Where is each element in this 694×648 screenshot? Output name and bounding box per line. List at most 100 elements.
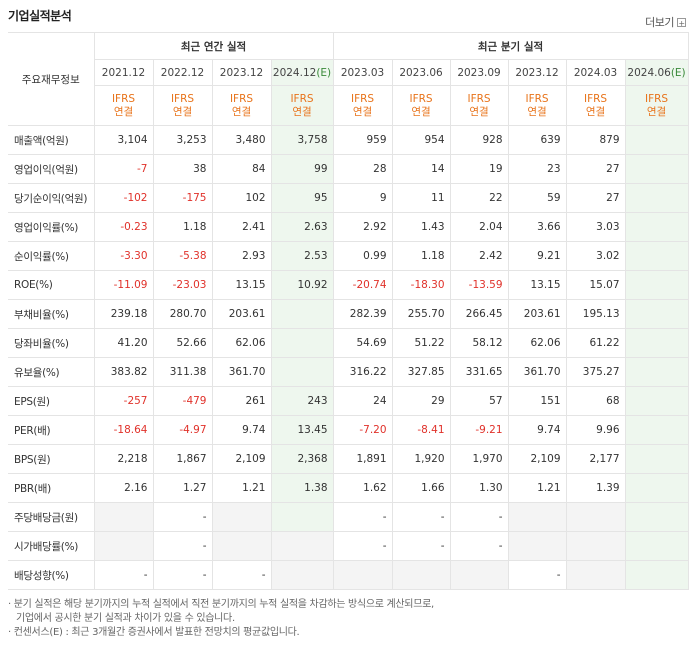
table-row: ROE(%) -11.09 -23.03 13.15 10.92 -20.74 -18.30… — [8, 270, 689, 300]
annual-value: -102 — [93, 183, 154, 213]
quarter-value: 195.13 — [565, 299, 626, 329]
annual-value: 1.21 — [211, 473, 272, 503]
footnotes: · 분기 실적은 해당 분기까지의 누적 실적에서 직전 분기까지의 누적 실적… — [8, 598, 688, 640]
accounting-basis: IFRS 연결 — [211, 85, 272, 126]
footnote-1: · 분기 실적은 해당 분기까지의 누적 실적에서 직전 분기까지의 누적 실적… — [8, 599, 434, 610]
quarter-value: 61.22 — [565, 328, 626, 358]
accounting-basis: IFRS 연결 — [270, 85, 334, 126]
table-row: EPS(원) -257 -479 261 243 24 29 57 151 68 — [8, 386, 689, 416]
annual-value: -5.38 — [152, 241, 213, 271]
quarter-value: -9.21 — [449, 415, 509, 445]
annual-period-header: 2021.12 — [93, 59, 154, 86]
table-row: 부채비율(%) 239.18 280.70 203.61 282.39 255.70 266… — [8, 299, 689, 329]
quarter-value — [624, 270, 689, 300]
annual-value: - — [93, 560, 154, 590]
annual-value: 2.63 — [270, 212, 334, 242]
table-row: 영업이익률(%) -0.23 1.18 2.41 2.63 2.92 1.43 2.04 3.6… — [8, 212, 689, 242]
row-label: 당기순이익(억원) — [8, 183, 95, 213]
row-label: EPS(원) — [8, 386, 95, 416]
quarter-value: 24 — [332, 386, 393, 416]
quarter-value: 1,891 — [332, 444, 393, 474]
quarter-value: 0.99 — [332, 241, 393, 271]
quarter-value — [624, 444, 689, 474]
accounting-basis: IFRS 연결 — [565, 85, 626, 126]
quarter-value: 13.15 — [507, 270, 567, 300]
table-row: 순이익률(%) -3.30 -5.38 2.93 2.53 0.99 1.18 2.42 9.2… — [8, 241, 689, 271]
annual-value: -479 — [152, 386, 213, 416]
annual-value: - — [152, 531, 213, 561]
annual-period-header: 2023.12 — [211, 59, 272, 86]
quarter-value: - — [332, 502, 393, 532]
row-label: 매출액(억원) — [8, 125, 95, 155]
row-label: 시가배당률(%) — [8, 531, 95, 561]
quarter-value: 879 — [565, 125, 626, 155]
table-row: BPS(원) 2,218 1,867 2,109 2,368 1,891 1,920 1,97… — [8, 444, 689, 474]
financial-table: 주요재무정보 최근 연간 실적 최근 분기 실적 2021.12 2022.12 2023… — [8, 32, 689, 590]
annual-value: -175 — [152, 183, 213, 213]
quarter-value — [624, 212, 689, 242]
quarter-value — [624, 560, 689, 590]
quarter-value — [624, 125, 689, 155]
quarter-value: 1,970 — [449, 444, 509, 474]
annual-value: -257 — [93, 386, 154, 416]
table-row: PBR(배) 2.16 1.27 1.21 1.38 1.62 1.66 1.30 1.21 1.… — [8, 473, 689, 503]
quarter-value — [624, 531, 689, 561]
annual-value: 239.18 — [93, 299, 154, 329]
quarter-value: 9 — [332, 183, 393, 213]
quarter-value: 954 — [391, 125, 451, 155]
quarter-period-header: 2023.12 — [507, 59, 567, 86]
quarter-value — [624, 328, 689, 358]
quarter-value: 15.07 — [565, 270, 626, 300]
annual-value: 3,104 — [93, 125, 154, 155]
quarter-value: 54.69 — [332, 328, 393, 358]
annual-value: 1.27 — [152, 473, 213, 503]
quarter-value: 331.65 — [449, 357, 509, 387]
quarter-value — [565, 531, 626, 561]
annual-value: 361.70 — [211, 357, 272, 387]
quarter-value: -18.30 — [391, 270, 451, 300]
quarter-value: 29 — [391, 386, 451, 416]
quarter-value: 1.43 — [391, 212, 451, 242]
quarter-value: 27 — [565, 183, 626, 213]
quarter-value: 9.21 — [507, 241, 567, 271]
quarter-value: 1.21 — [507, 473, 567, 503]
table-row: 영업이익(억원) -7 38 84 99 28 14 19 23 27 — [8, 154, 689, 184]
quarter-value: -13.59 — [449, 270, 509, 300]
annual-value: -7 — [93, 154, 154, 184]
row-label: 주당배당금(원) — [8, 502, 95, 532]
annual-value: - — [211, 560, 272, 590]
quarter-value: 28 — [332, 154, 393, 184]
annual-value: 99 — [270, 154, 334, 184]
quarter-value — [624, 473, 689, 503]
quarter-value: 2,109 — [507, 444, 567, 474]
table-row: 배당성향(%) - - - - — [8, 560, 689, 590]
table-row: 시가배당률(%) - - - - — [8, 531, 689, 561]
quarter-value: 1.39 — [565, 473, 626, 503]
annual-value — [270, 328, 334, 358]
quarter-value — [507, 502, 567, 532]
quarter-value: 255.70 — [391, 299, 451, 329]
annual-value: 62.06 — [211, 328, 272, 358]
annual-value — [211, 531, 272, 561]
annual-value: 1,867 — [152, 444, 213, 474]
annual-value: -3.30 — [93, 241, 154, 271]
quarter-value: 59 — [507, 183, 567, 213]
table-row: 유보율(%) 383.82 311.38 361.70 316.22 327.85 331.… — [8, 357, 689, 387]
annual-group-header: 최근 연간 실적 — [93, 32, 334, 60]
annual-value — [270, 502, 334, 532]
annual-value — [270, 531, 334, 561]
quarter-value: 19 — [449, 154, 509, 184]
quarter-value: 27 — [565, 154, 626, 184]
quarter-value — [565, 560, 626, 590]
annual-value — [211, 502, 272, 532]
annual-value: 1.38 — [270, 473, 334, 503]
more-link[interactable]: 더보기 + — [645, 14, 686, 30]
annual-value: 2.53 — [270, 241, 334, 271]
row-label-header: 주요재무정보 — [8, 32, 95, 126]
quarter-group-header: 최근 분기 실적 — [332, 32, 689, 60]
quarter-value: -8.41 — [391, 415, 451, 445]
annual-value: 2.41 — [211, 212, 272, 242]
quarter-value: 327.85 — [391, 357, 451, 387]
quarter-value: 9.74 — [507, 415, 567, 445]
annual-value: 2,109 — [211, 444, 272, 474]
